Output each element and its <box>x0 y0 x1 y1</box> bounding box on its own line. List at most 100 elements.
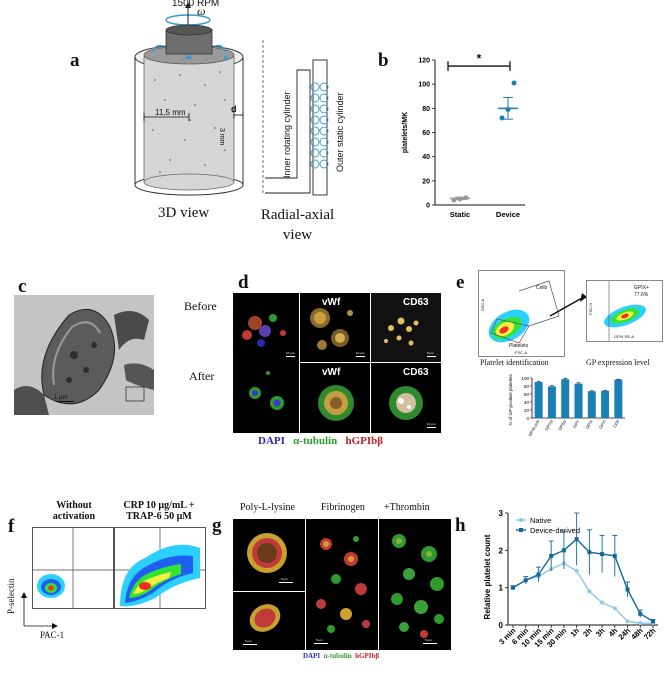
fsc-h-axis-label: FSC-H <box>588 302 593 315</box>
b-y-tick-label: 80 <box>422 106 430 113</box>
g-col-poly-l-lysine: Poly-L-lysine <box>240 502 295 513</box>
platelets-gate <box>490 318 530 344</box>
e-bar <box>601 390 610 418</box>
radius-label: 11,5 mm <box>155 108 186 117</box>
cylinder-wall-outline <box>265 69 311 194</box>
b-y-axis-label: platelets/MK <box>402 112 409 153</box>
h-data-point <box>651 619 655 624</box>
h-series-line-device-derived <box>512 538 654 622</box>
g-col-thrombin: +Thrombin <box>384 502 430 513</box>
e-y-tick-label: 0 <box>526 416 529 421</box>
legend-g: DAPI α-tubulin hGPIbβ <box>303 652 379 660</box>
panel-label-b: b <box>378 50 389 71</box>
gpix-percent: 77.6% <box>634 292 649 298</box>
h-data-point <box>574 537 579 542</box>
panel-label-a: a <box>70 50 80 71</box>
h-data-point <box>574 568 579 573</box>
micrograph-d-before-cd63: CD63 5 µm <box>371 293 441 362</box>
scale-bar-d3 <box>427 356 436 357</box>
micrograph-g-thrombin: 5 µm <box>379 519 451 650</box>
radial-axial-diagram <box>262 40 329 196</box>
gate-arrow-icon <box>549 293 587 317</box>
chart-b-platelets-per-mk: 0 20 40 60 80 100 120 platelets/MK Static Device * <box>402 51 525 219</box>
ssc-axis-label: SSC-A <box>480 298 485 311</box>
scale-bar-g3 <box>314 643 328 644</box>
h-y-tick-label: 1 <box>499 584 504 593</box>
title-without-activation: Without activation <box>52 500 96 522</box>
b-data-point <box>511 80 517 86</box>
legend-d: DAPI α-tubulin hGPIbβ <box>258 435 383 447</box>
scale-bar-g2 <box>243 644 257 645</box>
panel-label-e: e <box>456 272 465 293</box>
panel-label-c: c <box>18 276 27 297</box>
h-y-axis-label: Relative platelet count <box>483 534 492 619</box>
platelets-gate-label: Platelets <box>509 343 529 349</box>
scale-bar-d4 <box>427 427 436 428</box>
panel-label-h: h <box>455 515 466 536</box>
h-legend-native-marker <box>519 518 523 522</box>
h-legend-native-label: Native <box>530 516 551 525</box>
h-data-point <box>549 553 554 558</box>
gap-d-label: d <box>231 104 237 114</box>
e-y-tick-label: 80 <box>524 384 530 389</box>
b-data-point <box>451 197 457 203</box>
h-x-tick-label: 1h <box>568 626 581 639</box>
h-data-point <box>625 587 630 592</box>
panel-label-g: g <box>212 515 222 536</box>
h-x-tick-label: 72h <box>642 626 658 642</box>
legend-d-gp: hGPIbβ <box>345 435 384 447</box>
h-data-point <box>612 553 617 558</box>
flow-plot-e-identification: Cells Platelets SSC-A FSC-A <box>478 270 565 357</box>
e-bar <box>587 391 596 418</box>
f-axes-arrows-icon <box>21 592 58 629</box>
b-x-tick-label: Device <box>496 210 520 219</box>
outer-cylinder-label: Outer static cylinder <box>335 92 345 172</box>
h-data-point <box>600 600 605 605</box>
cylinder-3d-diagram <box>134 2 244 196</box>
panel-label-f: f <box>8 516 15 537</box>
legend-g-gp: hGPIbβ <box>355 652 380 660</box>
b-y-tick-label: 100 <box>418 82 430 89</box>
scale-label-g2: 5 µm <box>245 639 252 643</box>
label-cd63-1: CD63 <box>403 297 429 308</box>
b-x-tick-label: Static <box>450 210 470 219</box>
h-y-tick-label: 0 <box>499 621 504 630</box>
label-vwf-1: vWf <box>322 297 341 308</box>
h-x-tick-label: 3h <box>594 626 607 639</box>
legend-d-dapi: DAPI <box>258 435 285 447</box>
e-x-tick-label: GPIIIa <box>544 418 554 431</box>
b-data-point <box>463 195 469 201</box>
scale-bar-g4 <box>423 643 437 644</box>
h-data-point <box>638 621 643 626</box>
flow-plot-f-resting <box>32 527 114 609</box>
scale-bar-d2 <box>356 356 365 357</box>
b-data-point <box>457 196 463 202</box>
g-col-fibrinogen: Fibrinogen <box>321 502 365 513</box>
h-data-point <box>511 585 515 590</box>
scale-label-d3: 5 µm <box>427 351 434 355</box>
f-y-axis-label: P-selectin <box>6 578 16 615</box>
b-data-point <box>499 115 505 121</box>
e-x-tick-label: GPIX <box>585 419 594 430</box>
scale-label-d1: 10 µm <box>286 351 295 355</box>
b-y-tick-label: 20 <box>422 178 430 185</box>
micrograph-d-after-vwf: vWf <box>300 363 370 433</box>
h-data-point <box>600 552 605 557</box>
e-x-tick-label: GPIIb αIIb <box>527 418 541 437</box>
gpix-gate-label: GPIX+ <box>634 285 649 291</box>
e-bar <box>614 379 623 418</box>
scale-label-g3: 5 µm <box>316 638 323 642</box>
h-y-tick-label: 3 <box>499 509 504 518</box>
e-bar <box>561 379 570 418</box>
h-data-point <box>587 550 592 555</box>
scale-label-c: 1 µm <box>54 395 68 401</box>
b-y-tick-label: 0 <box>426 203 430 210</box>
scale-bar-g1 <box>279 582 293 583</box>
rpm-label: 1500 RPM <box>172 0 220 9</box>
h-y-tick-label: 2 <box>499 546 504 555</box>
flow-plot-e-gpix: GPIX+ 77.6% FSC-H GPIX PE-A <box>586 280 663 342</box>
inner-cylinder-label: Inner rotating cylinder <box>282 91 292 178</box>
e-x-tick-label: CD9 <box>612 418 621 428</box>
h-x-tick-label: 2h <box>581 626 594 639</box>
caption-radial-view: Radial-axial view <box>260 207 335 243</box>
